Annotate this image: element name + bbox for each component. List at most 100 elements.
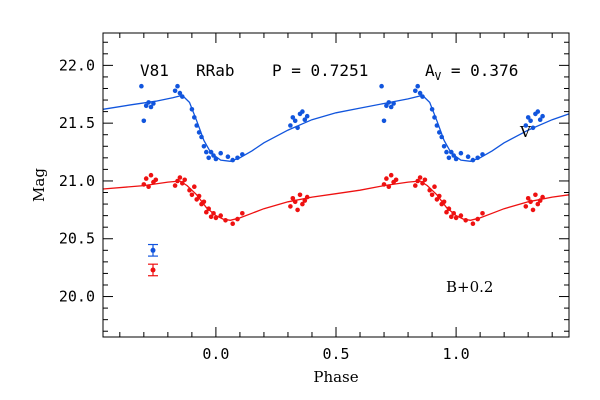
- data-point: [480, 211, 485, 216]
- data-point: [381, 182, 387, 187]
- error-bar-point: [150, 267, 156, 273]
- data-points: [139, 83, 545, 226]
- data-point: [463, 218, 469, 223]
- data-point: [240, 211, 245, 216]
- data-point: [139, 83, 144, 89]
- data-point: [211, 211, 216, 216]
- fit-curve-1: [102, 94, 570, 162]
- data-point: [194, 197, 199, 202]
- data-point: [230, 221, 235, 226]
- data-point: [451, 211, 457, 216]
- data-point: [153, 177, 159, 183]
- data-point: [470, 157, 476, 163]
- y-tick-label: 20.5: [59, 230, 95, 248]
- data-point: [540, 113, 545, 119]
- data-point: [449, 149, 454, 155]
- data-point: [417, 90, 423, 96]
- data-point: [199, 134, 204, 140]
- data-point: [235, 216, 240, 222]
- data-point: [535, 201, 541, 207]
- data-point: [175, 83, 180, 89]
- fit-curves: [102, 94, 570, 221]
- y-tick-label: 21.5: [59, 114, 95, 132]
- data-point: [295, 125, 300, 131]
- data-point: [537, 198, 543, 203]
- header-amplitude: AV = 0.376: [425, 61, 518, 83]
- data-point: [475, 216, 481, 222]
- data-point: [422, 177, 428, 183]
- data-point: [187, 187, 192, 193]
- y-tick-label: 21.0: [59, 172, 95, 190]
- y-tick-label: 20.0: [59, 288, 95, 306]
- data-point: [444, 209, 449, 215]
- data-point: [415, 178, 421, 184]
- data-point: [192, 115, 197, 120]
- data-point: [223, 218, 228, 223]
- header-period: P = 0.7251: [272, 61, 368, 80]
- data-point: [189, 192, 195, 198]
- data-point: [302, 117, 308, 122]
- data-point: [451, 153, 457, 158]
- data-point: [141, 182, 147, 187]
- data-point: [288, 204, 293, 209]
- data-point: [211, 153, 216, 158]
- data-point: [535, 109, 541, 114]
- data-point: [417, 175, 423, 180]
- data-point: [143, 176, 149, 181]
- data-point: [206, 155, 211, 161]
- data-point: [533, 192, 538, 198]
- data-point: [172, 88, 178, 94]
- data-point: [300, 201, 305, 207]
- amplitude-subscript: V: [435, 70, 442, 83]
- data-point: [434, 123, 440, 128]
- data-point: [235, 155, 240, 161]
- data-point: [204, 149, 209, 155]
- data-point: [225, 154, 231, 159]
- y-axis-label: Mag: [30, 168, 48, 202]
- data-point: [528, 199, 533, 205]
- data-point: [540, 194, 545, 200]
- data-point: [384, 103, 389, 109]
- data-point: [530, 207, 536, 213]
- data-point: [420, 94, 425, 99]
- data-point: [292, 118, 298, 124]
- data-point: [151, 101, 156, 106]
- data-point: [432, 184, 437, 189]
- data-point: [393, 177, 399, 183]
- data-point: [525, 115, 531, 120]
- data-point: [213, 156, 219, 162]
- header-star-name: V81: [140, 61, 169, 80]
- data-point: [386, 100, 392, 105]
- data-point: [196, 193, 202, 199]
- data-point: [218, 213, 223, 218]
- data-point: [458, 150, 464, 156]
- data-point: [415, 83, 421, 89]
- data-point: [297, 192, 303, 198]
- data-point: [449, 214, 454, 220]
- data-point: [175, 178, 180, 184]
- amplitude-value: = 0.376: [441, 61, 518, 80]
- data-point: [206, 206, 211, 211]
- data-point: [537, 117, 543, 122]
- data-point: [432, 115, 437, 120]
- data-point: [480, 152, 485, 157]
- data-point: [453, 156, 459, 162]
- data-point: [444, 149, 449, 155]
- data-point: [146, 100, 151, 105]
- data-point: [528, 118, 533, 124]
- data-point: [300, 109, 305, 114]
- data-point: [148, 172, 154, 178]
- data-point: [304, 194, 310, 200]
- x-axis-label: Phase: [313, 368, 358, 386]
- data-point: [413, 88, 418, 94]
- data-point: [204, 209, 209, 215]
- data-point: [384, 176, 389, 181]
- data-point: [196, 130, 202, 135]
- data-point: [388, 104, 394, 110]
- data-point: [446, 206, 452, 211]
- data-point: [218, 150, 223, 156]
- data-point: [470, 221, 476, 226]
- data-point: [465, 154, 471, 159]
- data-point: [201, 199, 207, 205]
- error-bars: [148, 243, 158, 277]
